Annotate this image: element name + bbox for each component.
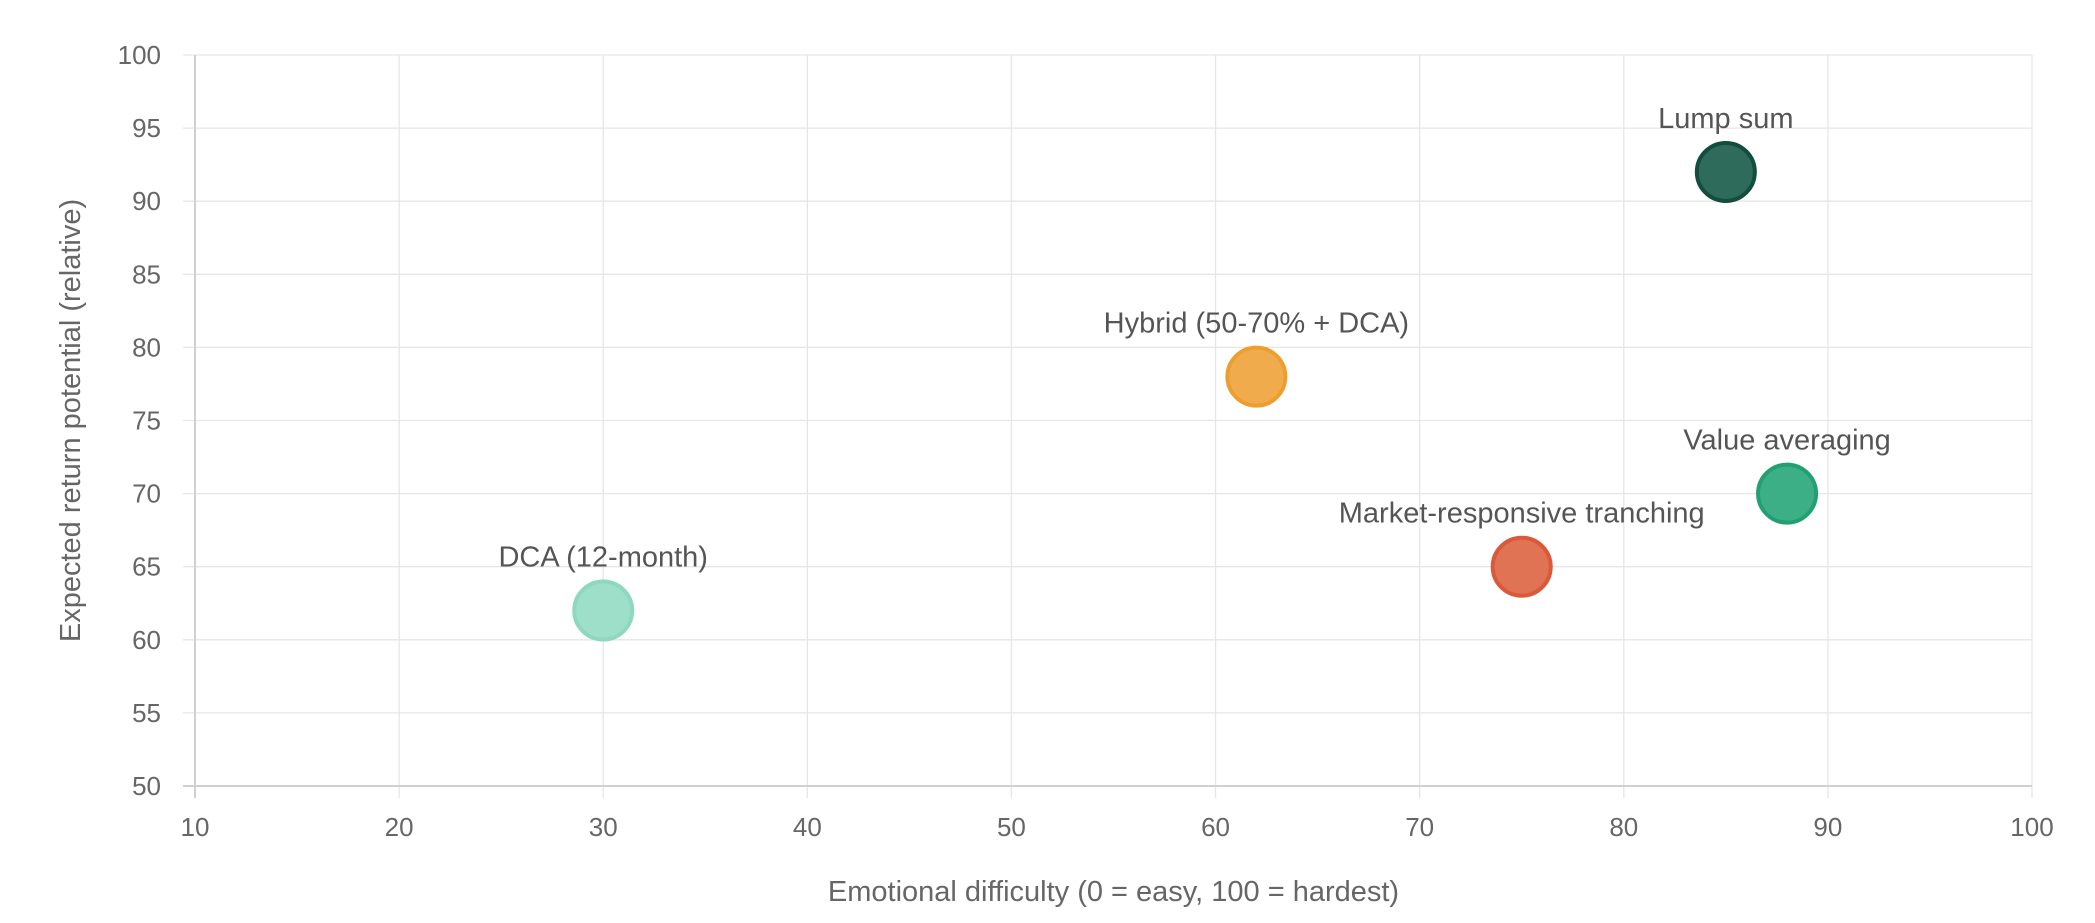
tick-labels: 10 20 30 40 50 60 70 80 90 100 50 55 60 65 70 75 80 85 90 9…	[118, 40, 2054, 842]
x-tick-label: 60	[1201, 812, 1230, 842]
y-tick-label: 100	[118, 40, 161, 70]
point-label: Hybrid (50-70% + DCA)	[1104, 308, 1409, 340]
x-tick-label: 30	[589, 812, 618, 842]
point-label: DCA (12-month)	[498, 542, 708, 574]
scatter-point[interactable]	[1756, 462, 1819, 525]
x-tick-label: 20	[385, 812, 414, 842]
point-label: Market-responsive tranching	[1339, 498, 1705, 530]
y-tick-label: 55	[132, 698, 161, 728]
y-tick-label: 85	[132, 259, 161, 289]
x-tick-label: 70	[1405, 812, 1434, 842]
data-points: DCA (12-month) Hybrid (50-70% + DCA) Marke…	[498, 103, 1891, 642]
y-tick-label: 80	[132, 332, 161, 362]
y-tick-label: 75	[132, 406, 161, 436]
scatter-point[interactable]	[1490, 535, 1553, 598]
y-tick-label: 60	[132, 625, 161, 655]
scatter-point[interactable]	[1694, 140, 1757, 203]
y-tick-label: 70	[132, 479, 161, 509]
scatter-point[interactable]	[1225, 345, 1288, 408]
x-tick-label: 100	[2010, 812, 2053, 842]
x-tick-label: 90	[1813, 812, 1842, 842]
point-label: Lump sum	[1658, 103, 1793, 135]
x-tick-label: 50	[997, 812, 1026, 842]
y-tick-label: 65	[132, 552, 161, 582]
grid-lines	[183, 54, 2033, 798]
y-axis-title: Expected return potential (relative)	[55, 199, 87, 642]
x-tick-label: 10	[181, 812, 210, 842]
x-tick-label: 40	[793, 812, 822, 842]
x-tick-label: 80	[1609, 812, 1638, 842]
y-tick-label: 95	[132, 113, 161, 143]
scatter-point[interactable]	[572, 579, 635, 642]
y-tick-label: 90	[132, 186, 161, 216]
y-tick-label: 50	[132, 771, 161, 801]
axes	[183, 55, 2032, 798]
point-label: Value averaging	[1683, 425, 1890, 457]
x-axis-title: Emotional difficulty (0 = easy, 100 = ha…	[828, 876, 1399, 908]
